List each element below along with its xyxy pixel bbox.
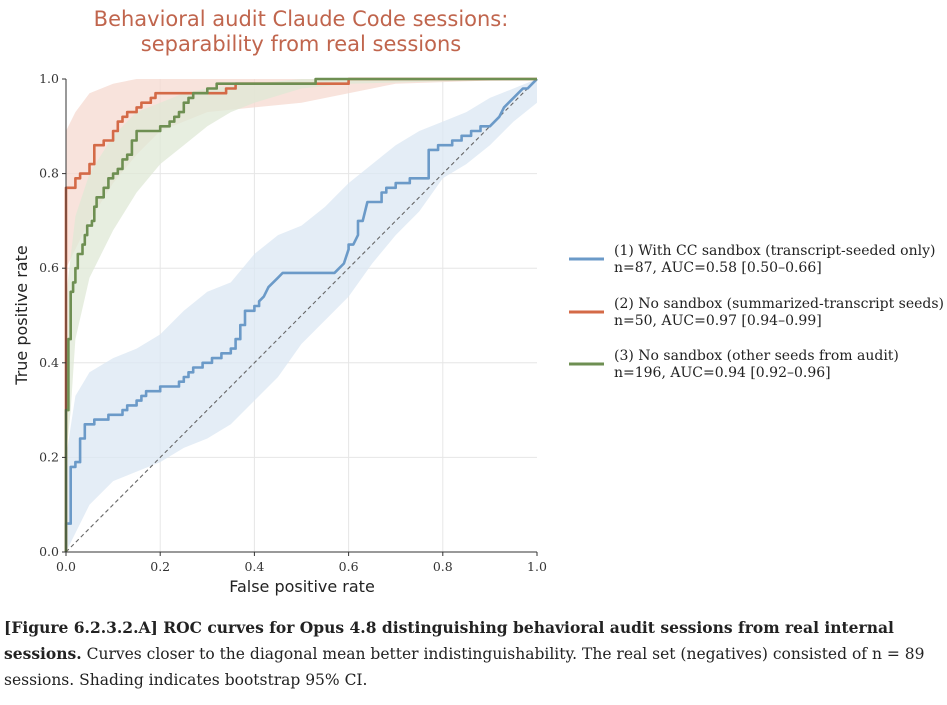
caption-bold: [Figure 6.2.3.2.A] ROC curves for Opus 4…	[4, 618, 894, 663]
x-tick-label: 0.8	[433, 559, 453, 574]
legend-name-series-2: (2) No sandbox (summarized-transcript se…	[614, 296, 944, 312]
ci-band-series-2	[66, 79, 537, 269]
y-tick-label: 0.4	[39, 355, 59, 370]
axes	[65, 79, 537, 553]
tick-labels: 0.0 0.2 0.4 0.6 0.8 1.0 0.0 0.2 0.4 0.6 0.8 1.0	[39, 71, 547, 574]
legend-stats-series-1: n=87, AUC=0.58 [0.50–0.66]	[614, 260, 822, 276]
y-axis-label: True positive rate	[12, 245, 31, 385]
caption-text: Curves closer to the diagonal mean bette…	[4, 645, 925, 689]
legend-name-series-1: (1) With CC sandbox (transcript-seeded o…	[614, 243, 935, 259]
roc-curves	[64, 77, 538, 552]
y-tick-label: 0.8	[39, 166, 59, 181]
x-tick-label: 0.2	[150, 559, 170, 574]
roc-curve-series-3	[64, 77, 537, 552]
roc-curve-series-2	[64, 77, 537, 552]
y-tick-label: 0.0	[39, 544, 59, 559]
legend-name-series-3: (3) No sandbox (other seeds from audit)	[614, 348, 899, 364]
x-axis-label: False positive rate	[229, 577, 375, 596]
roc-curve-series-1	[64, 78, 538, 552]
chart-title-line-1: Behavioral audit Claude Code sessions:	[94, 7, 509, 31]
legend-stats-series-3: n=196, AUC=0.94 [0.92–0.96]	[614, 365, 831, 381]
y-tick-label: 1.0	[39, 71, 59, 86]
x-tick-label: 0.4	[244, 559, 264, 574]
x-tick-label: 0.0	[56, 559, 76, 574]
legend-stats-series-2: n=50, AUC=0.97 [0.94–0.99]	[614, 313, 822, 329]
y-tick-label: 0.6	[39, 260, 59, 275]
y-tick-label: 0.2	[39, 449, 59, 464]
chart-title-line-2: separability from real sessions	[141, 32, 461, 56]
roc-chart: Behavioral audit Claude Code sessions: s…	[12, 7, 944, 596]
chance-diagonal	[65, 78, 538, 553]
x-tick-label: 0.6	[339, 559, 359, 574]
legend: (1) With CC sandbox (transcript-seeded o…	[569, 243, 944, 381]
x-tick-label: 1.0	[527, 559, 547, 574]
figure-caption: [Figure 6.2.3.2.A] ROC curves for Opus 4…	[4, 615, 942, 693]
